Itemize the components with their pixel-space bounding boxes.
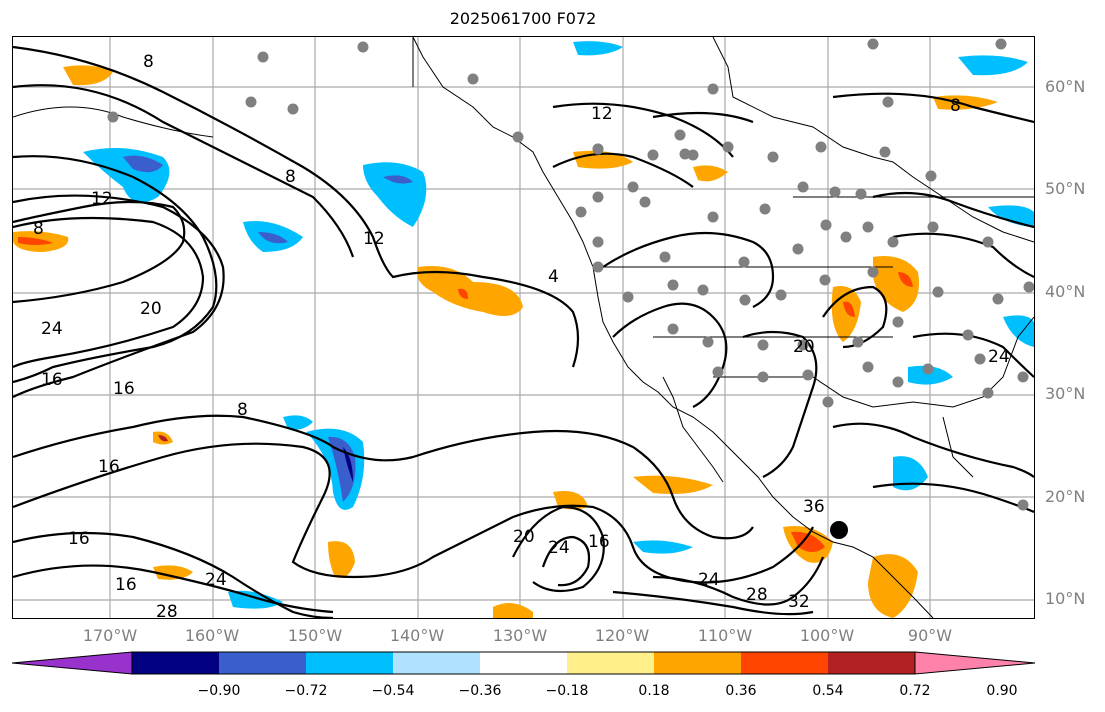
contour-label: 24 <box>205 570 227 590</box>
contour-label: 36 <box>803 497 825 517</box>
lon-label: 130°W <box>492 626 548 645</box>
colorbar-tick-label: −0.36 <box>458 683 502 699</box>
lat-label: 60°N <box>1045 77 1086 96</box>
colorbar-cell <box>393 652 481 674</box>
colorbar-tick-label: 0.72 <box>899 683 931 699</box>
shaded-field <box>13 41 1034 618</box>
colorbar-tick-label: −0.54 <box>371 683 415 699</box>
contour-label: 24 <box>41 319 63 339</box>
map-canvas: 8 8 8 8 12 12 12 16 16 16 16 16 16 20 20… <box>13 37 1034 618</box>
contour-label: 28 <box>746 585 768 605</box>
colorbar-extend-low <box>12 651 133 675</box>
lon-label: 150°W <box>287 626 343 645</box>
colorbar-cell <box>654 652 742 674</box>
lon-label: 100°W <box>799 626 855 645</box>
lon-label: 110°W <box>697 626 753 645</box>
contour-label: 12 <box>591 104 613 124</box>
contour-label: 16 <box>41 370 63 390</box>
contour-label: 16 <box>98 457 120 477</box>
map-title: 2025061700 F072 <box>449 9 597 28</box>
contour-label: 8 <box>33 219 44 239</box>
colorbar <box>12 651 1036 675</box>
lat-label: 20°N <box>1045 487 1086 506</box>
contour-label: 8 <box>950 96 961 116</box>
lon-label: 90°W <box>907 626 953 645</box>
colorbar-extend-high <box>914 651 1036 675</box>
colorbar-tick-label: 0.54 <box>812 683 844 699</box>
contour-label: 20 <box>140 299 162 319</box>
highlight-marker <box>830 521 848 539</box>
contour-label: 32 <box>788 592 810 612</box>
colorbar-cell <box>828 652 916 674</box>
contour-label: 16 <box>115 575 137 595</box>
contour-label: 8 <box>237 400 248 420</box>
lon-label: 140°W <box>389 626 445 645</box>
lat-label: 50°N <box>1045 179 1086 198</box>
contour-label: 24 <box>548 538 570 558</box>
colorbar-tick-label: 0.36 <box>725 683 757 699</box>
contour-label: 8 <box>143 52 154 72</box>
lat-label: 30°N <box>1045 384 1086 403</box>
contour-label: 24 <box>698 570 720 590</box>
contour-label: 8 <box>285 167 296 187</box>
contour-label: 16 <box>68 529 90 549</box>
contour-label: 24 <box>988 347 1010 367</box>
contour-label: 12 <box>363 229 385 249</box>
contour-label: 16 <box>113 379 135 399</box>
colorbar-cell <box>567 652 655 674</box>
colorbar-tick-label: −0.18 <box>545 683 589 699</box>
lat-label: 40°N <box>1045 282 1086 301</box>
lon-label: 120°W <box>594 626 650 645</box>
colorbar-cell <box>132 652 220 674</box>
lon-label: 170°W <box>82 626 138 645</box>
colorbar-tick-label: −0.72 <box>284 683 328 699</box>
contour-label: 4 <box>548 267 559 287</box>
map-panel: 8 8 8 8 12 12 12 16 16 16 16 16 16 20 20… <box>12 36 1035 619</box>
contour-label-group: 8 8 8 8 12 12 12 16 16 16 16 16 16 20 20… <box>33 52 1010 618</box>
station-markers <box>107 38 1034 511</box>
contour-label: 12 <box>91 189 113 209</box>
lon-label: 160°W <box>184 626 240 645</box>
colorbar-cell <box>741 652 829 674</box>
colorbar-cell <box>219 652 307 674</box>
contour-label: 28 <box>156 602 178 618</box>
contour-label: 20 <box>793 337 815 357</box>
lat-label: 10°N <box>1045 589 1086 608</box>
contour-label: 16 <box>588 532 610 552</box>
colorbar-tick-label: 0.90 <box>986 683 1018 699</box>
colorbar-cell <box>480 652 568 674</box>
contour-label: 20 <box>513 527 535 547</box>
colorbar-tick-label: −0.90 <box>197 683 241 699</box>
colorbar-tick-label: 0.18 <box>638 683 670 699</box>
colorbar-cell <box>306 652 394 674</box>
